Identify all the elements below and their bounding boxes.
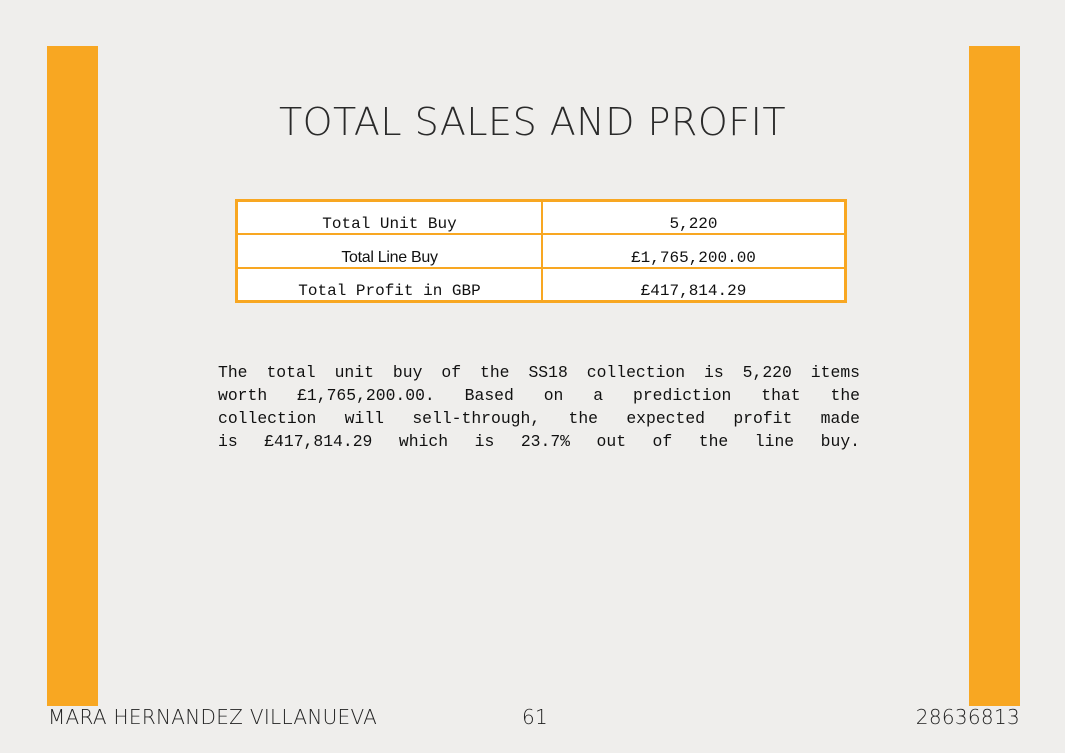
table-cell-value: 5,220 xyxy=(541,199,847,236)
table-cell-value: £1,765,200.00 xyxy=(541,233,847,269)
footer-author: MARA HERNANDEZ VILLANUEVA xyxy=(48,705,378,729)
right-accent-bar xyxy=(969,46,1020,706)
table-cell-label: Total Line Buy xyxy=(235,233,543,269)
summary-table: Total Unit Buy 5,220 Total Line Buy £1,7… xyxy=(235,199,847,303)
table-row: Total Line Buy £1,765,200.00 xyxy=(235,233,847,269)
body-paragraph: The total unit buy of the SS18 collectio… xyxy=(218,361,860,453)
table-cell-label: Total Unit Buy xyxy=(235,199,543,236)
paragraph-line: collection will sell-through, the expect… xyxy=(218,409,860,428)
left-accent-bar xyxy=(47,46,98,706)
footer-page-number: 61 xyxy=(522,705,549,729)
paragraph-line: worth £1,765,200.00. Based on a predicti… xyxy=(218,386,860,405)
table-row: Total Profit in GBP £417,814.29 xyxy=(235,266,847,303)
table-cell-value: £417,814.29 xyxy=(541,266,847,303)
page-title: TOTAL SALES AND PROFIT xyxy=(278,100,787,144)
table-row: Total Unit Buy 5,220 xyxy=(235,199,847,236)
paragraph-line: is £417,814.29 which is 23.7% out of the… xyxy=(218,432,860,451)
footer-student-id: 28636813 xyxy=(915,705,1020,729)
table-cell-label: Total Profit in GBP xyxy=(235,266,543,303)
paragraph-line: The total unit buy of the SS18 collectio… xyxy=(218,363,860,382)
